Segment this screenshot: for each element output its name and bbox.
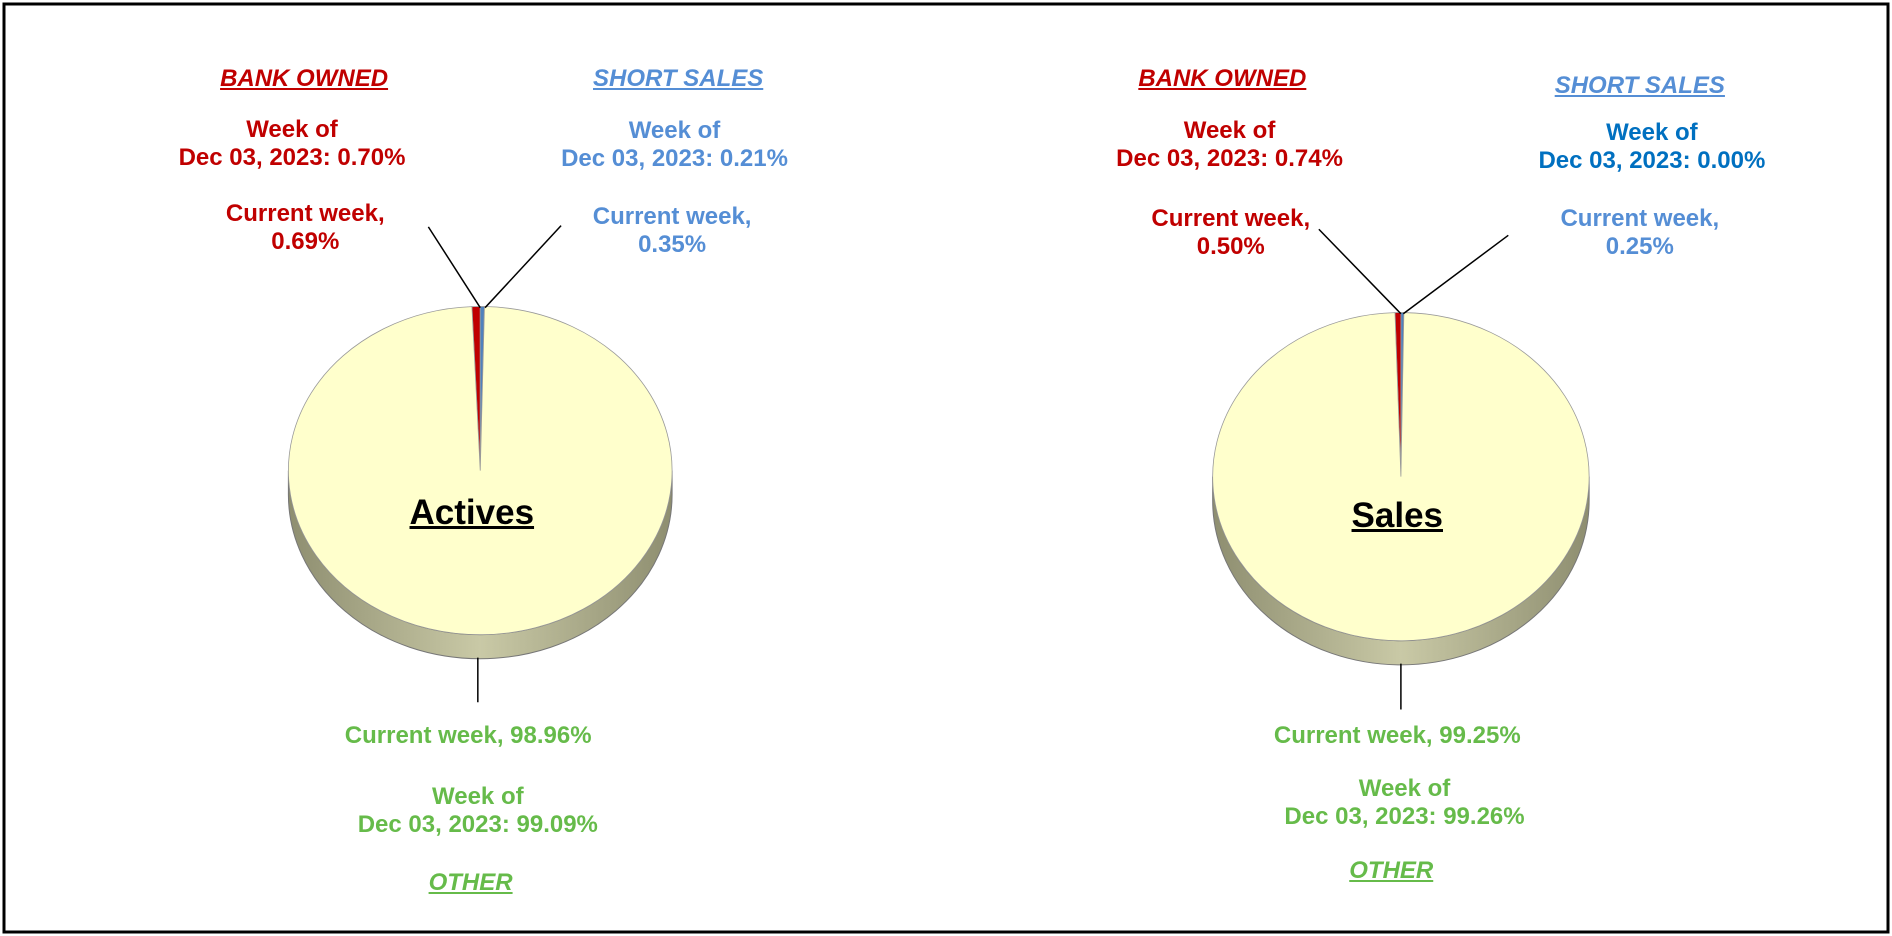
leader-line (484, 225, 562, 309)
category-header: SHORT SALES (1554, 72, 1725, 100)
pie-slice (1212, 312, 1590, 642)
prior-label: Week of Dec 03, 2023: 0.21% (561, 117, 788, 173)
pie-title: Sales (1351, 496, 1443, 536)
current-label: Current week, 0.69% (225, 200, 385, 256)
prior-label: Week of Dec 03, 2023: 99.09% (357, 783, 598, 839)
category-header: BANK OWNED (1138, 65, 1307, 93)
category-header: OTHER (1349, 856, 1434, 884)
category-header: SHORT SALES (593, 65, 764, 93)
leader-line (427, 226, 481, 309)
current-label: Current week, 99.25% (1273, 721, 1521, 749)
category-header: OTHER (428, 868, 513, 896)
leader-line (1402, 234, 1509, 315)
pie-title: Actives (409, 492, 535, 532)
current-label: Current week, 0.50% (1151, 205, 1311, 261)
prior-label: Week of Dec 03, 2023: 0.00% (1538, 119, 1766, 175)
prior-label: Week of Dec 03, 2023: 0.70% (178, 115, 406, 171)
prior-label: Week of Dec 03, 2023: 99.26% (1284, 774, 1525, 830)
category-header: BANK OWNED (220, 65, 389, 93)
pie-slice (288, 306, 673, 636)
prior-label: Week of Dec 03, 2023: 0.74% (1116, 117, 1343, 173)
leader-line (1318, 228, 1402, 315)
current-label: Current week, 98.96% (344, 721, 592, 749)
current-label: Current week, 0.25% (1560, 205, 1720, 261)
current-label: Current week, 0.35% (592, 202, 752, 258)
